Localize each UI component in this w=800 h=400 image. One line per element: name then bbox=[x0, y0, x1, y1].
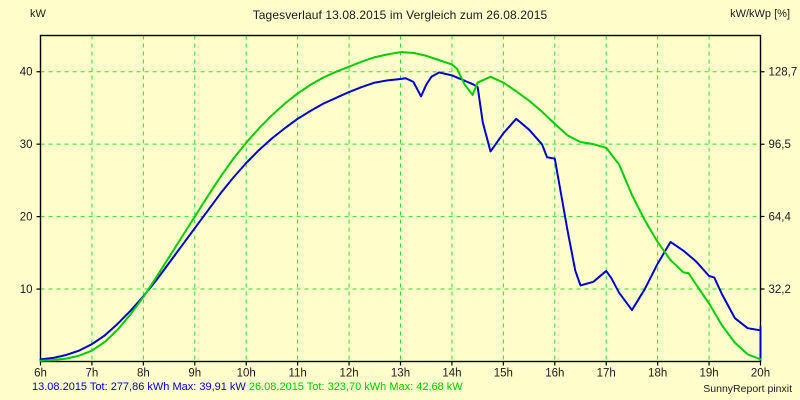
y2-tick-label: 96,5 bbox=[769, 139, 791, 151]
x-gridlines bbox=[40, 35, 761, 362]
axis-tick-marks bbox=[36, 71, 765, 366]
series-lines bbox=[39, 51, 762, 362]
watermark-label: SunnyReport pinxit bbox=[703, 383, 792, 395]
y2-tick-label: 64,4 bbox=[769, 212, 792, 224]
x-tick-label: 20h bbox=[751, 368, 770, 380]
y-tick-label: 10 bbox=[20, 284, 33, 296]
x-tick-label: 12h bbox=[339, 368, 358, 380]
series-line-blue bbox=[39, 71, 762, 362]
x-tick-label: 8h bbox=[137, 368, 150, 380]
y-tick-label: 30 bbox=[20, 139, 33, 151]
y2-tick-label: 32,2 bbox=[769, 284, 791, 296]
left-axis-unit-label: kW bbox=[30, 8, 46, 20]
x-tick-label: 14h bbox=[442, 368, 461, 380]
x-tick-label: 11h bbox=[288, 368, 306, 380]
y-gridlines bbox=[40, 71, 761, 290]
right-axis-unit-label: kW/kWp [%] bbox=[730, 8, 790, 20]
x-tick-label: 15h bbox=[494, 368, 513, 380]
x-tick-label: 10h bbox=[237, 368, 256, 380]
x-tick-label: 16h bbox=[545, 368, 564, 380]
legend: 13.08.2015 Tot: 277,86 kWh Max: 39,91 kW… bbox=[32, 381, 463, 393]
x-tick-label: 6h bbox=[34, 368, 47, 380]
y-tick-label: 40 bbox=[20, 67, 33, 79]
series-line-green bbox=[39, 51, 762, 362]
x-tick-label: 13h bbox=[391, 368, 410, 380]
legend-entry-blue: 13.08.2015 Tot: 277,86 kWh Max: 39,91 kW bbox=[32, 381, 246, 393]
x-tick-label: 18h bbox=[648, 368, 667, 380]
axis-tick-labels: 10 20 30 40 32,2 64,4 96,5 128,7 6h 7h 8h 9h 10h 11h 1… bbox=[20, 67, 798, 380]
y2-tick-label: 128,7 bbox=[769, 67, 798, 79]
y-tick-label: 20 bbox=[20, 212, 33, 224]
x-tick-label: 7h bbox=[86, 368, 99, 380]
x-tick-label: 17h bbox=[597, 368, 616, 380]
legend-entry-green: 26.08.2015 Tot: 323,70 kWh Max: 42,68 kW bbox=[248, 381, 463, 393]
x-tick-label: 19h bbox=[699, 368, 718, 380]
chart-title: Tagesverlauf 13.08.2015 im Vergleich zum… bbox=[252, 8, 548, 22]
x-tick-label: 9h bbox=[188, 368, 201, 380]
